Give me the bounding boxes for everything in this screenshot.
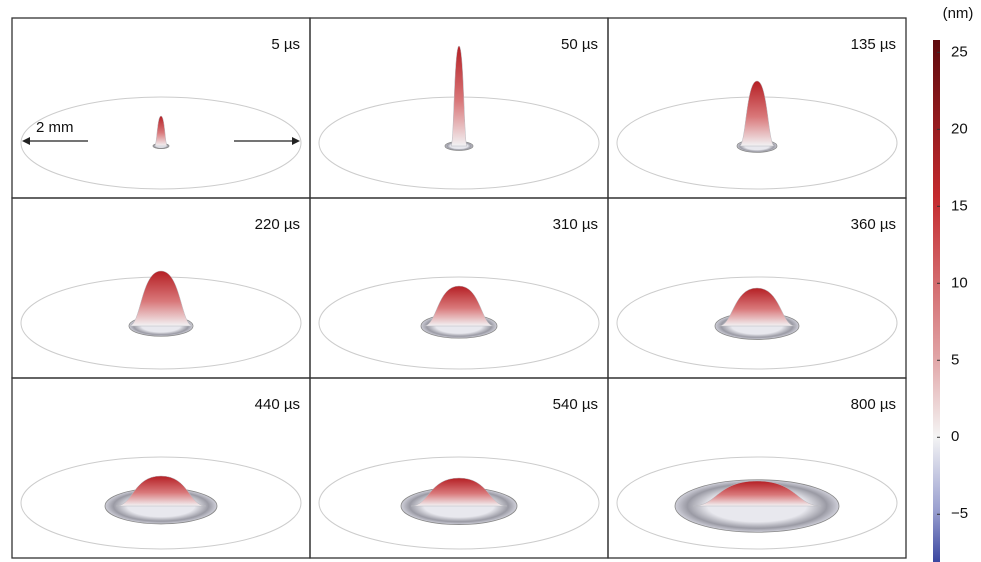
panel-time: 220 µs	[255, 216, 300, 233]
panel-time: 5 µs	[271, 36, 300, 53]
panel: 220 µs	[11, 197, 311, 379]
surface-peak	[128, 270, 194, 327]
base-plane	[318, 456, 600, 550]
colorbar-tick-label: 0	[951, 428, 959, 445]
colorbar-unit: (nm)	[943, 5, 974, 22]
arrow-head	[22, 137, 30, 145]
surface-peak	[450, 45, 468, 147]
panel-time: 440 µs	[255, 396, 300, 413]
colorbar-tick-label: 10	[951, 274, 968, 291]
colorbar-tick-label: 20	[951, 120, 968, 137]
surface-peak	[739, 80, 775, 147]
base-plane	[318, 276, 600, 370]
panel-time: 540 µs	[553, 396, 598, 413]
panel-time: 135 µs	[851, 36, 896, 53]
colorbar-tick-label: 15	[951, 197, 968, 214]
panel: 5 µs	[11, 17, 311, 199]
colorbar	[933, 40, 940, 562]
panel-frame	[607, 377, 907, 559]
base-plane	[20, 96, 302, 190]
panel-time: 360 µs	[851, 216, 896, 233]
panel-time: 310 µs	[553, 216, 598, 233]
surface-peak	[154, 115, 168, 147]
panel-frame	[11, 17, 311, 199]
surface-peak	[423, 285, 495, 327]
colorbar-tick-label: 25	[951, 43, 968, 60]
colorbar-tick-label: −5	[951, 505, 968, 522]
surface-peak	[718, 287, 796, 327]
colorbar-tick-label: 5	[951, 351, 959, 368]
panel: 360 µs	[607, 197, 907, 379]
surface-peak	[410, 477, 508, 507]
panel: 50 µs	[309, 17, 609, 199]
base-plane	[20, 456, 302, 550]
panel-time: 800 µs	[851, 396, 896, 413]
panel-time: 50 µs	[561, 36, 598, 53]
scale-label: 2 mm	[36, 119, 74, 136]
arrow-head	[292, 137, 300, 145]
panel: 440 µs	[11, 377, 311, 559]
base-plane	[616, 276, 898, 370]
panel: 135 µs	[607, 17, 907, 199]
panel: 800 µs	[607, 377, 907, 559]
panel: 540 µs	[309, 377, 609, 559]
surface-peak	[116, 475, 206, 507]
base-plane	[616, 456, 898, 550]
panel: 310 µs	[309, 197, 609, 379]
surface-peak	[692, 480, 822, 507]
